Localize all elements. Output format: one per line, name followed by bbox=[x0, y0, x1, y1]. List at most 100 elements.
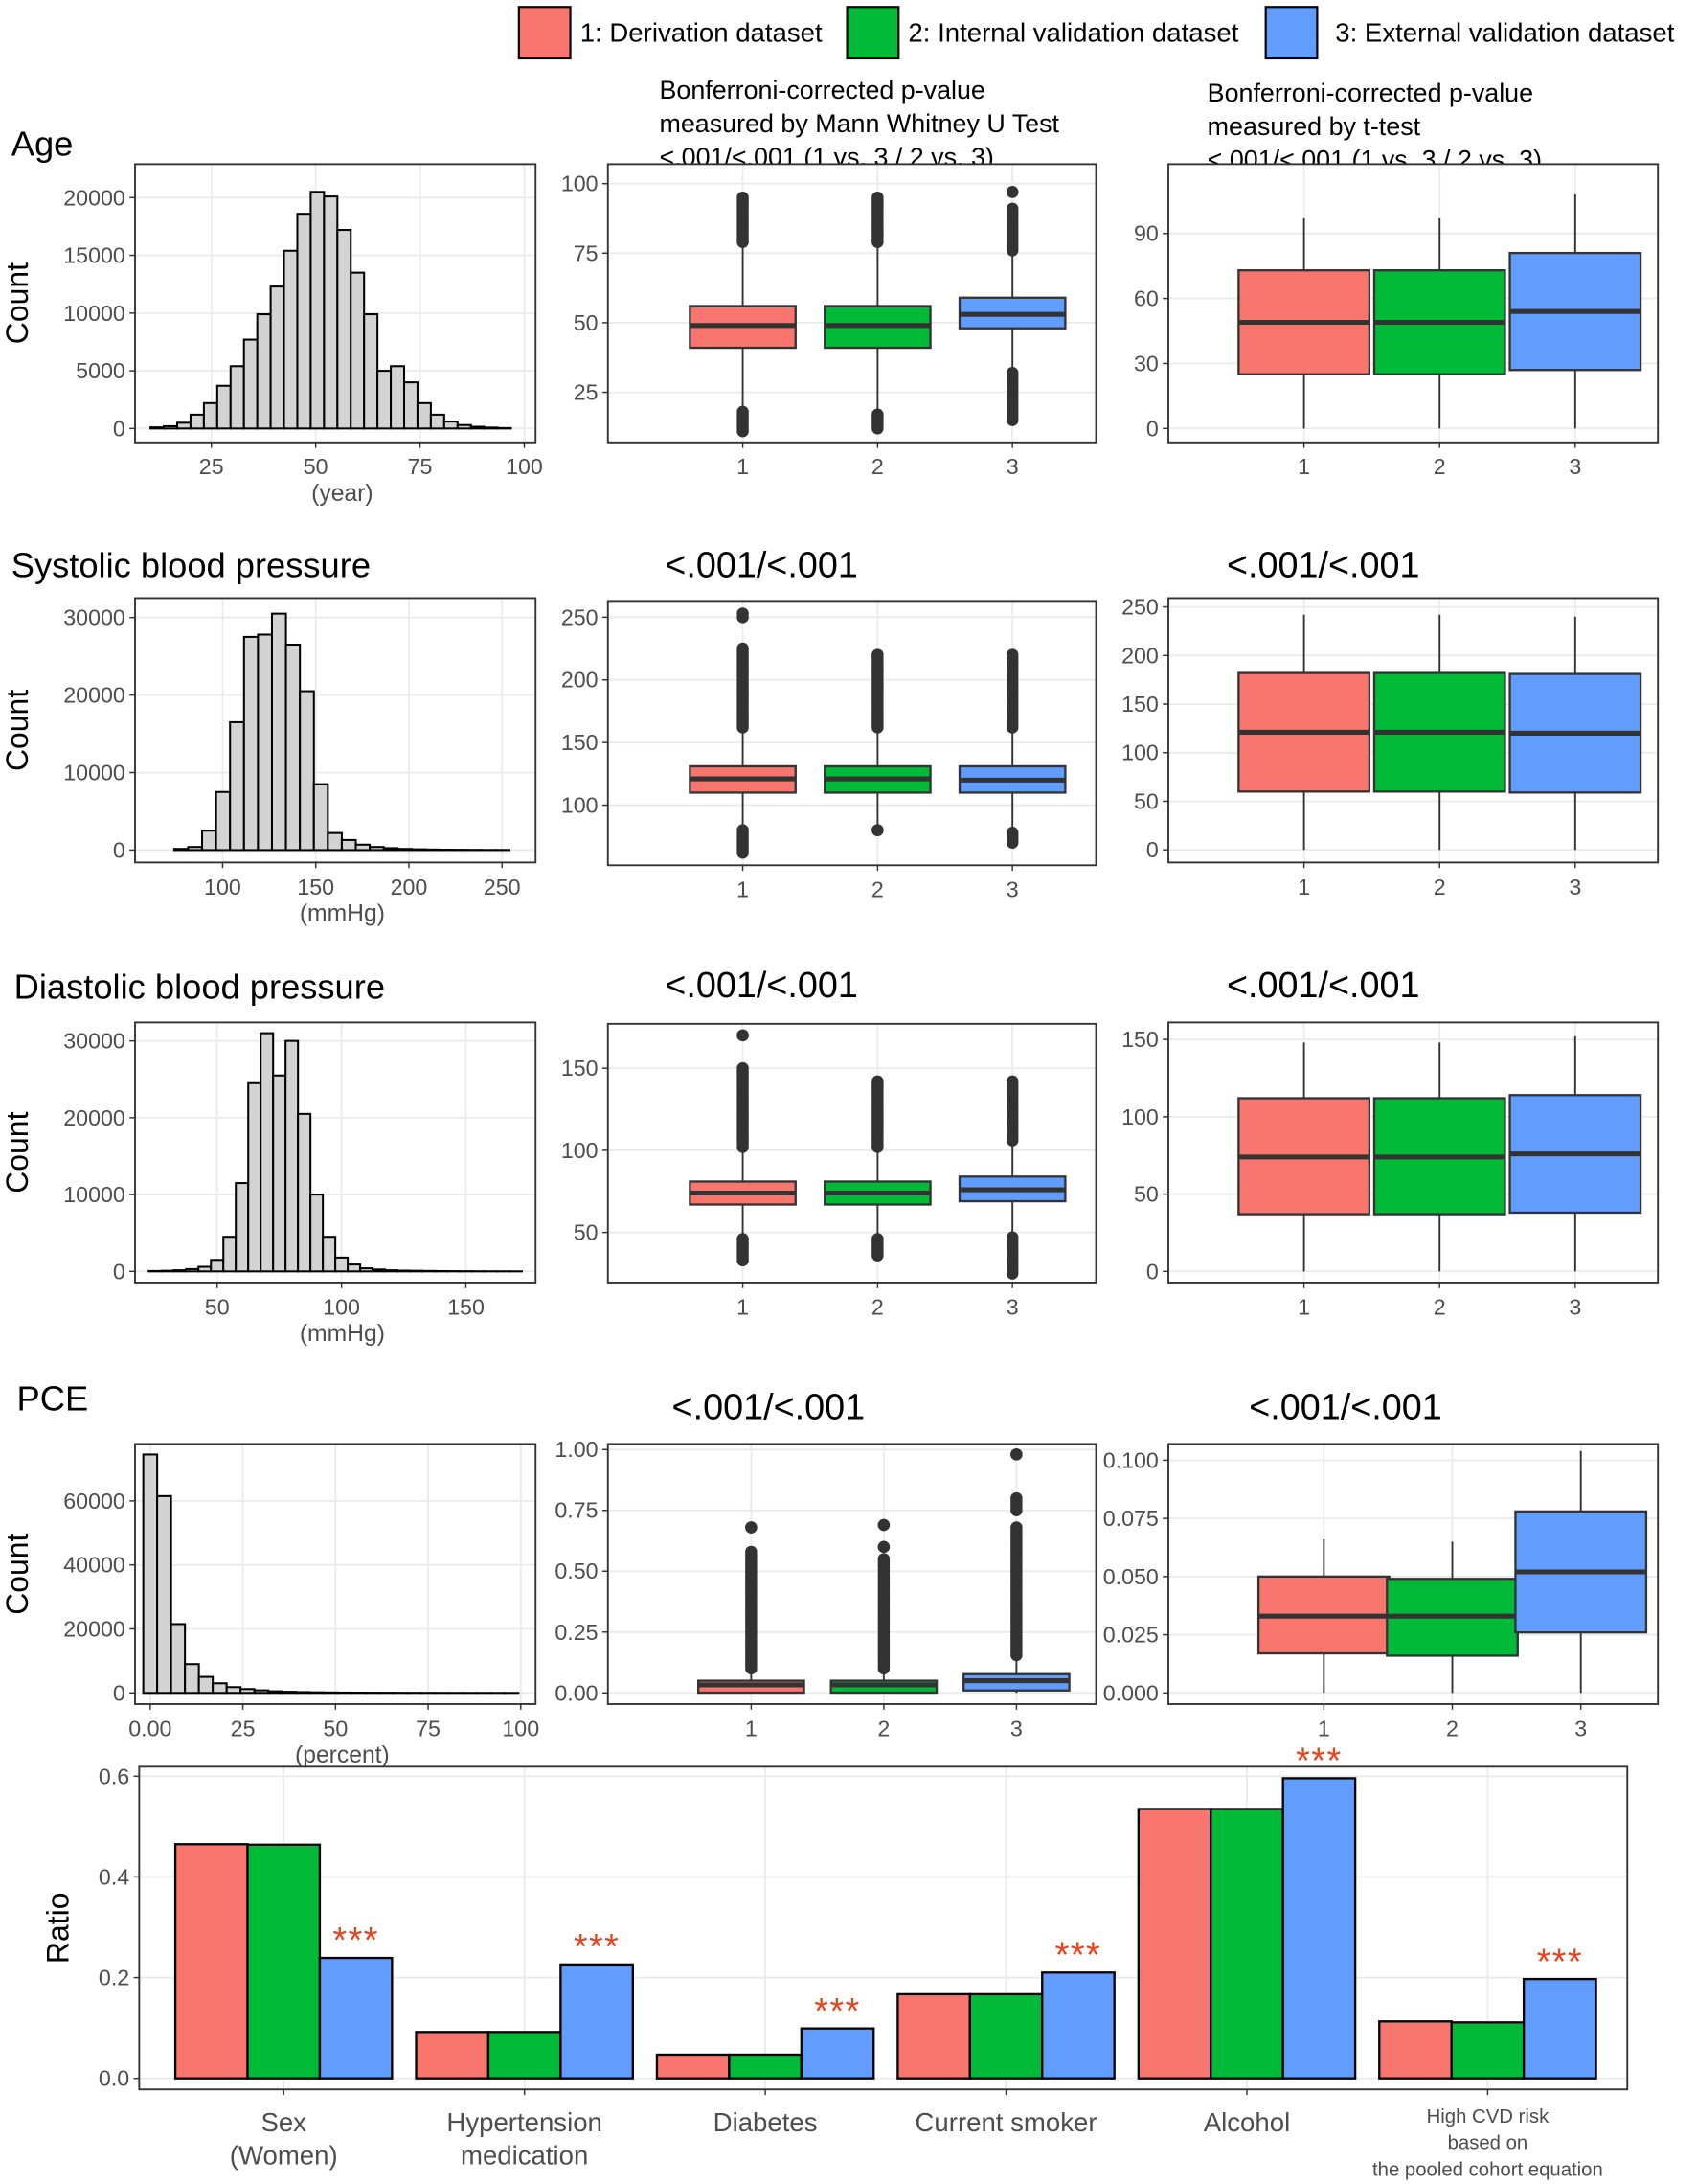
x-tick-label: 2 bbox=[871, 454, 884, 479]
y-axis-title: Count bbox=[0, 1111, 34, 1193]
x-tick-label: 2 bbox=[1434, 454, 1446, 479]
x-tick-label: 75 bbox=[408, 454, 433, 479]
y-tick-label: 0 bbox=[113, 416, 125, 441]
histogram-bar bbox=[297, 1112, 312, 1273]
outlier-point bbox=[736, 1029, 749, 1042]
x-tick-label: 100 bbox=[506, 454, 543, 479]
histogram-bar bbox=[334, 1256, 350, 1273]
x-tick-label: 1 bbox=[1298, 875, 1310, 899]
histogram-bar bbox=[309, 1194, 325, 1273]
y-tick-label: 0.000 bbox=[1103, 1680, 1159, 1705]
x-tick-label: 100 bbox=[323, 1294, 360, 1319]
outlier-point bbox=[736, 642, 749, 655]
x-axis-title: (year) bbox=[311, 481, 373, 507]
outlier-point bbox=[1006, 202, 1019, 216]
ratio-bar bbox=[800, 2027, 875, 2080]
x-category-label: Current smoker bbox=[916, 2107, 1097, 2137]
significance-stars: *** bbox=[1537, 1941, 1583, 1981]
y-tick-label: 50 bbox=[1134, 1182, 1159, 1207]
outlier-point bbox=[736, 824, 749, 836]
histogram-bar bbox=[172, 848, 190, 852]
histogram-bar bbox=[409, 1269, 424, 1273]
histogram-bar bbox=[347, 1263, 362, 1273]
x-tick-label: 250 bbox=[484, 875, 521, 899]
histogram-bar bbox=[483, 426, 499, 430]
x-tick-label: 1 bbox=[736, 1294, 749, 1319]
outlier-point bbox=[1010, 1521, 1023, 1534]
y-tick-label: 10000 bbox=[63, 301, 125, 326]
x-tick-label: 1 bbox=[736, 877, 749, 902]
histogram-bar bbox=[340, 838, 357, 852]
histogram-bar bbox=[149, 426, 166, 430]
panel-border bbox=[1167, 1021, 1660, 1284]
outlier-point bbox=[877, 1553, 891, 1565]
chart-panel: 0 10000 20000 30000 50 100 150 Count (mmHg) bbox=[0, 1021, 537, 1347]
histogram-bar bbox=[202, 401, 218, 430]
x-tick-label: 1 bbox=[1298, 1294, 1310, 1319]
y-tick-label: 20000 bbox=[63, 1616, 125, 1641]
ratio-bar bbox=[173, 1843, 249, 2080]
x-tick-label: 50 bbox=[323, 1716, 348, 1740]
x-tick-label: 2 bbox=[1434, 1294, 1446, 1319]
outlier-point bbox=[736, 405, 749, 419]
histogram-bar bbox=[215, 790, 232, 852]
histogram-bar bbox=[323, 195, 339, 430]
panel-border bbox=[134, 597, 537, 864]
histogram-bar bbox=[229, 720, 245, 852]
histogram-bar bbox=[396, 848, 413, 852]
histogram-bar bbox=[322, 1236, 337, 1273]
x-tick-label: 3 bbox=[1007, 454, 1019, 479]
y-tick-label: 20000 bbox=[63, 1105, 125, 1130]
x-category-label: Sex (Women) bbox=[230, 2107, 338, 2171]
ratio-bar bbox=[1450, 2021, 1526, 2080]
legend-label-external: 3: External validation dataset bbox=[1335, 18, 1674, 48]
x-tick-label: 3 bbox=[1569, 454, 1581, 479]
y-tick-label: 50 bbox=[574, 1220, 599, 1245]
y-axis-title: Count bbox=[0, 262, 34, 344]
ratio-bar bbox=[896, 1992, 971, 2080]
x-tick-label: 50 bbox=[205, 1294, 230, 1319]
mw-subtitle-sbp: <.001/<.001 bbox=[665, 545, 858, 585]
histogram-bar bbox=[372, 1268, 387, 1273]
histogram-bar bbox=[184, 1663, 200, 1695]
x-tick-label: 3 bbox=[1569, 1294, 1581, 1319]
histogram-bar bbox=[235, 1182, 250, 1273]
legend-key-external bbox=[1264, 6, 1319, 60]
chart-panel: 0 50 100 150 1 2 3 bbox=[1121, 1021, 1660, 1319]
y-tick-label: 0.50 bbox=[554, 1558, 598, 1583]
histogram-bar bbox=[225, 1686, 242, 1695]
y-tick-label: 150 bbox=[561, 1056, 599, 1081]
chart-panel: 0 30 60 90 1 2 3 bbox=[1134, 163, 1660, 479]
outlier-point bbox=[871, 1233, 884, 1245]
y-tick-label: 0.6 bbox=[99, 1763, 129, 1788]
ratio-bar bbox=[246, 1843, 322, 2080]
histogram-bar bbox=[442, 421, 459, 430]
t-subtitle-age-2: measured by t-test bbox=[1208, 112, 1421, 141]
x-tick-label: 2 bbox=[871, 877, 884, 902]
y-tick-label: 60000 bbox=[63, 1489, 125, 1513]
legend-label-derivation: 1: Derivation dataset bbox=[580, 18, 823, 48]
y-tick-label: 150 bbox=[1121, 692, 1159, 717]
panel-background bbox=[135, 598, 536, 863]
outlier-point bbox=[745, 1545, 758, 1558]
histogram-bar bbox=[163, 424, 179, 430]
x-tick-label: 3 bbox=[1010, 1716, 1023, 1740]
chart-panel: 0 10000 20000 30000 100 150 200 250 Count (mmHg) bbox=[0, 597, 537, 926]
legend-label-internal: 2: Internal validation dataset bbox=[908, 18, 1238, 48]
panel-background bbox=[607, 1444, 1097, 1704]
x-tick-label: 0.00 bbox=[128, 1716, 171, 1740]
histogram-bar bbox=[309, 191, 326, 430]
ratio-bar bbox=[486, 2031, 562, 2080]
x-tick-label: 200 bbox=[391, 875, 428, 899]
y-tick-label: 150 bbox=[561, 730, 599, 755]
chart-panel: 0 20000 40000 60000 0.00 25 50 75 100 Count (perce… bbox=[0, 1443, 539, 1768]
outlier-point bbox=[871, 191, 884, 204]
histogram-bar bbox=[170, 1623, 187, 1695]
y-axis-title: Ratio bbox=[40, 1893, 75, 1965]
significance-stars: *** bbox=[574, 1926, 620, 1967]
histogram-bar bbox=[160, 1269, 175, 1273]
histogram-bar bbox=[363, 313, 379, 430]
outlier-point bbox=[1006, 366, 1019, 379]
y-axis-title: Count bbox=[0, 690, 34, 771]
